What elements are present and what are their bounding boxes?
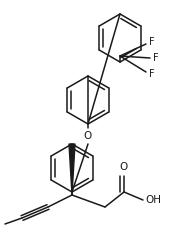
Text: OH: OH (145, 195, 161, 205)
Text: O: O (120, 162, 128, 172)
Text: F: F (149, 37, 155, 47)
Text: F: F (153, 53, 159, 63)
Text: O: O (84, 131, 92, 141)
Text: F: F (149, 69, 155, 79)
Polygon shape (69, 144, 75, 195)
